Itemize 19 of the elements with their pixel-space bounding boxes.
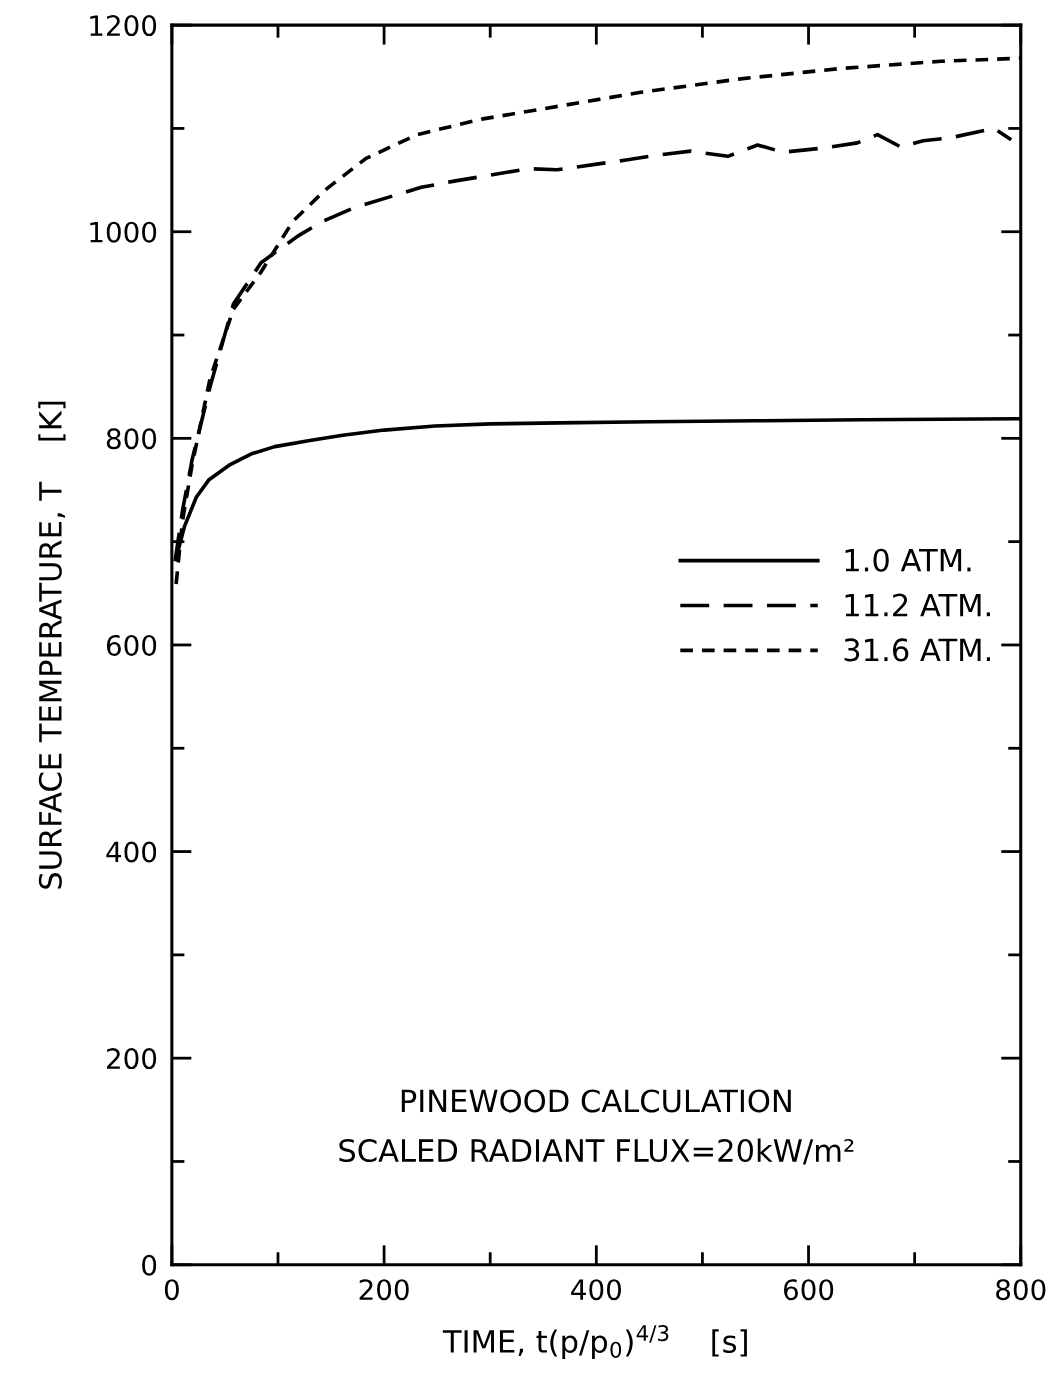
y-tick-label: 1200 <box>90 15 157 37</box>
legend-label: 11.2 ATM. <box>845 593 990 617</box>
x-tick-label: 200 <box>359 1279 409 1301</box>
annotation: PINEWOOD CALCULATION <box>401 1089 791 1113</box>
legend-label: 31.6 ATM. <box>844 638 990 662</box>
x-tick-label: 800 <box>996 1279 1046 1301</box>
y-tick-label: 600 <box>106 634 157 656</box>
y-tick-label: 800 <box>106 428 157 450</box>
y-tick-label: 200 <box>107 1048 157 1070</box>
text: TIME, t(p/p$_{0}$)$^{4/3}$ [s] <box>442 1324 747 1359</box>
x-tick-label: 600 <box>783 1279 834 1301</box>
y-tick-label: 1000 <box>90 221 157 243</box>
legend-label: 1.0 ATM. <box>845 548 971 572</box>
y-tick-label: 400 <box>106 841 157 863</box>
x-tick-label: 400 <box>571 1279 621 1301</box>
x-tick-label: 0 <box>164 1279 179 1301</box>
y-tick-label: 0 <box>142 1254 157 1276</box>
y-axis-title: SURFACE TEMPERATURE, T [K] <box>38 401 66 889</box>
annotation: SCALED RADIANT FLUX=20kW/m² <box>339 1138 854 1165</box>
